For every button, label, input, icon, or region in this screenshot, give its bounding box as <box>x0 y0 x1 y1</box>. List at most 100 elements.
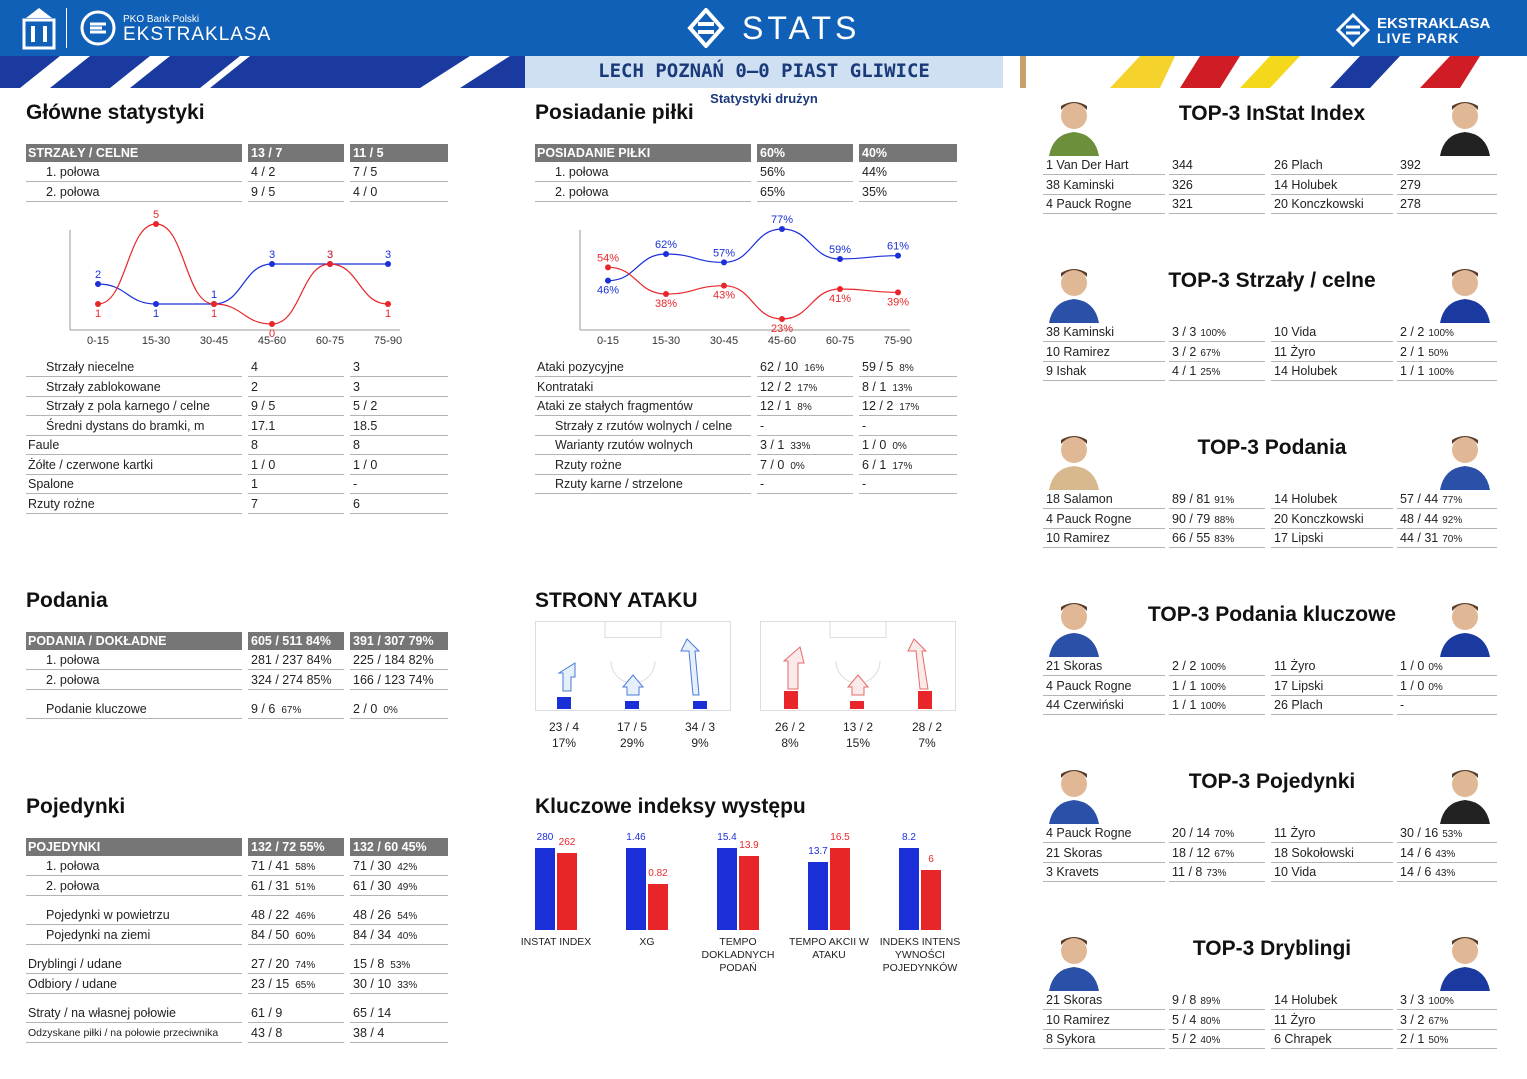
away-value: 278 <box>1397 195 1497 214</box>
away-value: 225 / 184 82% <box>350 651 448 670</box>
home-value: 4 / 1 25% <box>1169 362 1265 381</box>
table-row: Rzuty rożne 7 / 0 0% 6 / 1 17% <box>535 456 957 475</box>
cell-value: 61 / 9 <box>251 1006 283 1020</box>
cell-value: 2 / 0 <box>353 702 378 716</box>
cell-percent: 58% <box>295 862 316 873</box>
away-value: 11 / 5 <box>350 144 448 162</box>
kpi-label: XG <box>639 936 655 948</box>
home-value: 71 / 41 58% <box>248 857 344 876</box>
attack-count: 28 / 2 <box>911 720 943 734</box>
data-label: 38% <box>655 298 677 310</box>
cell-value: 56% <box>760 165 786 179</box>
data-label: 1 <box>95 308 101 320</box>
home-player: 3 Kravets <box>1043 863 1165 882</box>
line-chart-svg: 46% 62% 57% 77% 59% 61% 54% 38% 43% 23% 41% 39% 0-15… <box>579 214 912 347</box>
away-player-photo <box>1434 94 1496 156</box>
series-line-home <box>607 228 899 282</box>
cell-value: - <box>862 477 867 491</box>
cell-value: 326 <box>1172 177 1193 192</box>
row-label: Podanie kluczowe <box>26 700 242 719</box>
attack-count: 17 / 5 <box>616 720 648 734</box>
table-header-row: POSIADANIE PIŁKI 60% 40% <box>535 143 957 162</box>
away-value: 2 / 0 0% <box>350 700 448 719</box>
cell-percent: 40% <box>397 930 418 942</box>
cell-value: Strzały niecelne <box>46 360 135 374</box>
cell-value: Strzały zablokowane <box>46 379 161 394</box>
kpi-value-home: 280 <box>536 832 554 843</box>
cell-value: 3 / 2 <box>1172 344 1197 359</box>
cell-value: 10 Ramirez <box>1046 531 1110 545</box>
cell-value: 12 / 2 <box>862 399 894 413</box>
home-player: 4 Pauck Rogne <box>1043 195 1165 214</box>
away-player: 26 Plach <box>1271 156 1393 175</box>
home-value: 3 / 3 100% <box>1169 323 1265 342</box>
cell-value: 4 / 1 <box>1172 364 1197 378</box>
cell-value: 1. połowa <box>46 859 100 873</box>
cell-percent: 67% <box>1214 848 1235 860</box>
table-row: Odbiory / udane 23 / 15 65% 30 / 10 33% <box>26 975 448 994</box>
kpi-label: TEMPO AKCII W ATAKU <box>789 936 869 961</box>
data-label: 77% <box>771 214 793 226</box>
cell-value: 48 / 22 <box>251 908 290 922</box>
attack-percent: 9% <box>691 736 709 750</box>
home-player: 1 Van Der Hart <box>1043 156 1165 175</box>
table-row: Strzały niecelne 4 3 <box>26 358 448 377</box>
data-point <box>721 259 727 266</box>
row-label: POSIADANIE PIŁKI <box>535 144 751 162</box>
top-row: 4 Pauck Rogne 90 / 79 88% 20 Konczkowski 48 … <box>1043 510 1497 529</box>
kpi-title: Kluczowe indeksy występu <box>535 795 806 818</box>
cell-value: 4 Pauck Rogne <box>1046 511 1132 526</box>
attack-count: 13 / 2 <box>842 720 874 734</box>
data-label: 1 <box>385 308 391 320</box>
cell-percent: 46% <box>295 911 316 922</box>
cell-percent: 17% <box>899 402 920 413</box>
home-value: 5 / 2 40% <box>1169 1030 1265 1049</box>
cell-value: 11 / 8 <box>1172 865 1203 879</box>
attack-side-stat: 26 / 2 8% <box>762 719 818 751</box>
away-value: 14 / 6 43% <box>1397 844 1497 863</box>
cell-value: 10 Ramirez <box>1046 1012 1110 1027</box>
home-player-photo <box>1043 762 1105 824</box>
cell-value: 225 / 184 82% <box>353 653 434 667</box>
cell-percent: 100% <box>1200 662 1226 673</box>
cell-percent: 100% <box>1200 701 1226 712</box>
home-value: 11 / 8 73% <box>1169 863 1265 882</box>
cell-value: 2 / 2 <box>1172 659 1197 673</box>
top-row: 21 Skoras 18 / 12 67% 18 Sokołowski 14 / 6 43… <box>1043 844 1497 863</box>
top-row: 10 Ramirez 5 / 4 80% 11 Żyro 3 / 2 67% <box>1043 1011 1497 1030</box>
cell-value: 6 / 1 <box>862 457 887 472</box>
cell-value: 61 / 30 <box>353 878 392 893</box>
cell-value: 38 Kaminski <box>1046 325 1115 339</box>
away-value: - <box>859 475 957 494</box>
cell-value: 344 <box>1172 158 1193 172</box>
cell-percent: 17% <box>797 382 818 394</box>
cell-percent: 0% <box>790 460 805 472</box>
x-tick-label: 75-90 <box>884 335 912 347</box>
cell-value: 2. połowa <box>46 672 100 687</box>
table-row: Kontrataki 12 / 2 17% 8 / 1 13% <box>535 378 957 397</box>
home-value: 344 <box>1169 156 1265 175</box>
away-value: 35% <box>859 183 957 202</box>
cell-percent: 0% <box>383 705 398 716</box>
league-name: EKSTRAKLASA <box>123 24 272 45</box>
row-label: Dryblingi / udane <box>26 955 242 974</box>
home-value: 9 / 6 67% <box>248 700 344 719</box>
cell-value: 3 / 1 <box>760 438 785 452</box>
cell-percent: 80% <box>1200 1015 1221 1027</box>
home-player-photo <box>1043 94 1105 156</box>
table-row: Spalone 1 - <box>26 475 448 494</box>
cell-value: 9 / 6 <box>251 702 276 716</box>
cell-value: Odzyskane piłki / na połowie przeciwnika <box>28 1026 219 1039</box>
away-value: 57 / 44 77% <box>1397 490 1497 509</box>
cell-value: 14 / 6 <box>1400 865 1432 879</box>
x-tick-label: 30-45 <box>200 335 228 347</box>
cell-percent: 88% <box>1214 514 1235 526</box>
home-value: 12 / 1 8% <box>757 397 853 416</box>
cell-value: Pojedynki na ziemi <box>46 927 151 942</box>
cell-value: 30 / 16 <box>1400 826 1439 840</box>
cell-percent: 65% <box>295 979 316 991</box>
home-player: 21 Skoras <box>1043 844 1165 863</box>
live-park-logo-icon <box>1335 12 1371 48</box>
table-row: Żółte / czerwone kartki 1 / 0 1 / 0 <box>26 456 448 475</box>
cell-value: 7 <box>251 496 258 511</box>
